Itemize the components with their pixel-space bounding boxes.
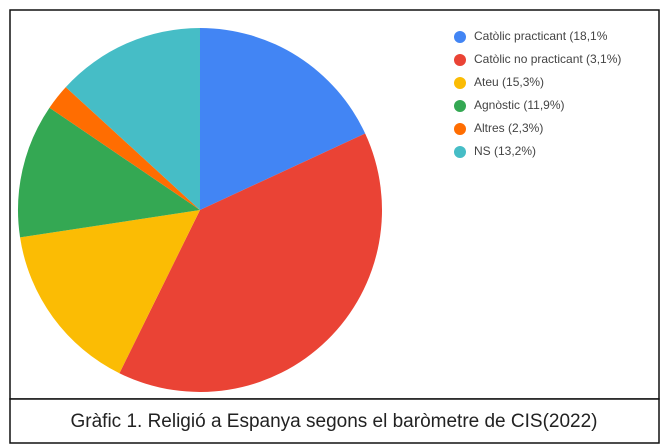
pie-slice — [65, 28, 200, 210]
pie-slice — [119, 133, 382, 393]
legend-swatch — [454, 146, 466, 158]
legend-swatch — [454, 123, 466, 135]
legend-label: Catòlic practicant (18,1% — [474, 29, 608, 43]
legend-swatch — [454, 77, 466, 89]
pie-slice — [49, 87, 200, 210]
caption: Gràfic 1. Religió a Espanya segons el ba… — [71, 411, 598, 432]
pie-slice — [200, 28, 366, 210]
pie-slice — [20, 210, 200, 374]
legend-label: Catòlic no practicant (3,1%) — [474, 52, 621, 66]
legend-swatch — [454, 31, 466, 43]
legend-label: Ateu (15,3%) — [474, 75, 544, 89]
legend-swatch — [454, 54, 466, 66]
legend-swatch — [454, 100, 466, 112]
legend-label: Altres (2,3%) — [474, 121, 543, 135]
legend-label: Agnòstic (11,9%) — [474, 98, 565, 112]
legend-label: NS (13,2%) — [474, 144, 536, 158]
pie-slice — [18, 107, 201, 238]
caption-frame — [9, 398, 660, 444]
